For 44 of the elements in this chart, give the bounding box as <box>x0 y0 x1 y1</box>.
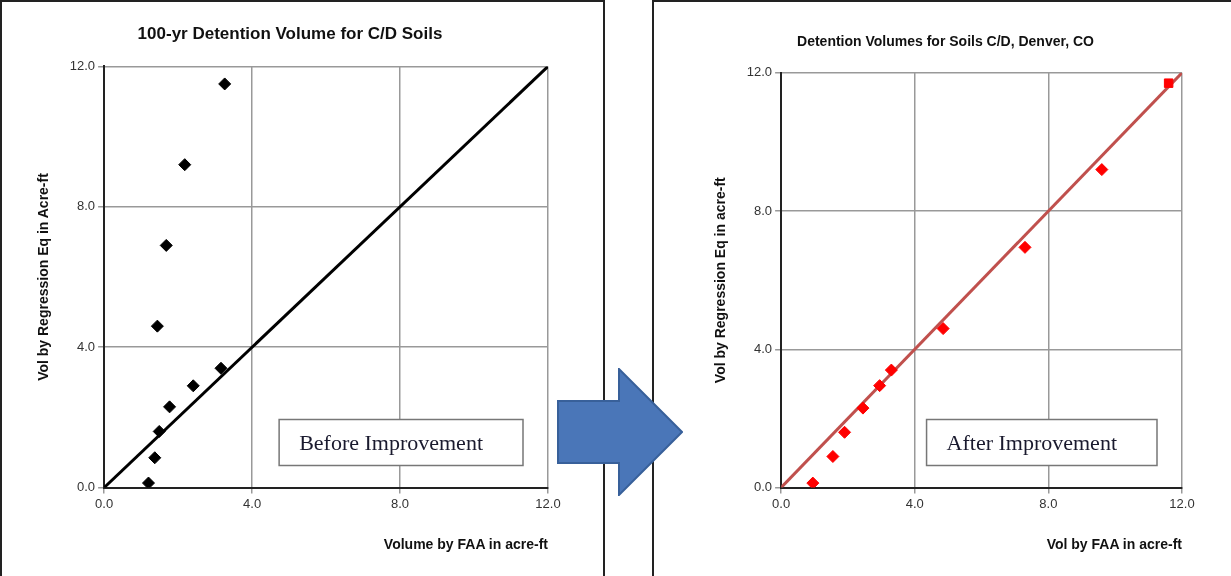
x-tick-label: 0.0 <box>95 495 114 511</box>
point <box>1095 163 1109 177</box>
point <box>150 319 164 333</box>
y-tick-label: 8.0 <box>77 198 96 214</box>
chart-title: 100-yr Detention Volume for C/D Soils <box>137 23 443 43</box>
x-axis-title: Vol by FAA in acre-ft <box>1046 536 1183 553</box>
y-tick-label: 4.0 <box>77 338 96 354</box>
point <box>806 476 820 488</box>
y-tick-label: 4.0 <box>754 340 773 356</box>
point <box>152 424 166 438</box>
point <box>873 379 887 393</box>
x-tick-label: 8.0 <box>1039 495 1058 511</box>
point <box>178 158 192 172</box>
y-axis-title: Vol by Regression Eq in Acre-ft <box>35 172 52 381</box>
point <box>1018 240 1032 254</box>
annotation: Before Improvement <box>299 430 483 456</box>
y-tick-label: 0.0 <box>754 479 773 495</box>
x-tick-label: 4.0 <box>905 495 924 511</box>
x-axis-title: Volume by FAA in acre-ft <box>383 536 549 553</box>
y-tick-label: 12.0 <box>69 57 96 73</box>
point <box>163 400 177 414</box>
chart-title: Detention Volumes for Soils C/D, Denver, CO <box>797 33 1095 50</box>
annotation: After Improvement <box>946 430 1117 456</box>
x-tick-label: 8.0 <box>390 495 410 511</box>
point <box>884 363 898 377</box>
x-tick-label: 4.0 <box>243 495 262 511</box>
point <box>218 77 232 91</box>
x-tick-label: 12.0 <box>535 495 561 511</box>
point <box>1163 78 1174 88</box>
y-tick-label: 12.0 <box>746 64 773 80</box>
point <box>159 238 173 252</box>
point <box>856 401 870 415</box>
point <box>214 361 228 375</box>
y-tick-label: 0.0 <box>77 479 96 495</box>
x-tick-label: 0.0 <box>772 495 791 511</box>
point <box>838 425 852 439</box>
y-axis-title: Vol by Regression Eq in acre-ft <box>712 176 729 384</box>
point <box>186 379 200 393</box>
point <box>826 449 840 463</box>
point <box>141 476 155 488</box>
point <box>148 451 162 465</box>
point <box>936 322 950 336</box>
y-tick-label: 8.0 <box>754 202 773 218</box>
x-tick-label: 12.0 <box>1169 495 1195 511</box>
